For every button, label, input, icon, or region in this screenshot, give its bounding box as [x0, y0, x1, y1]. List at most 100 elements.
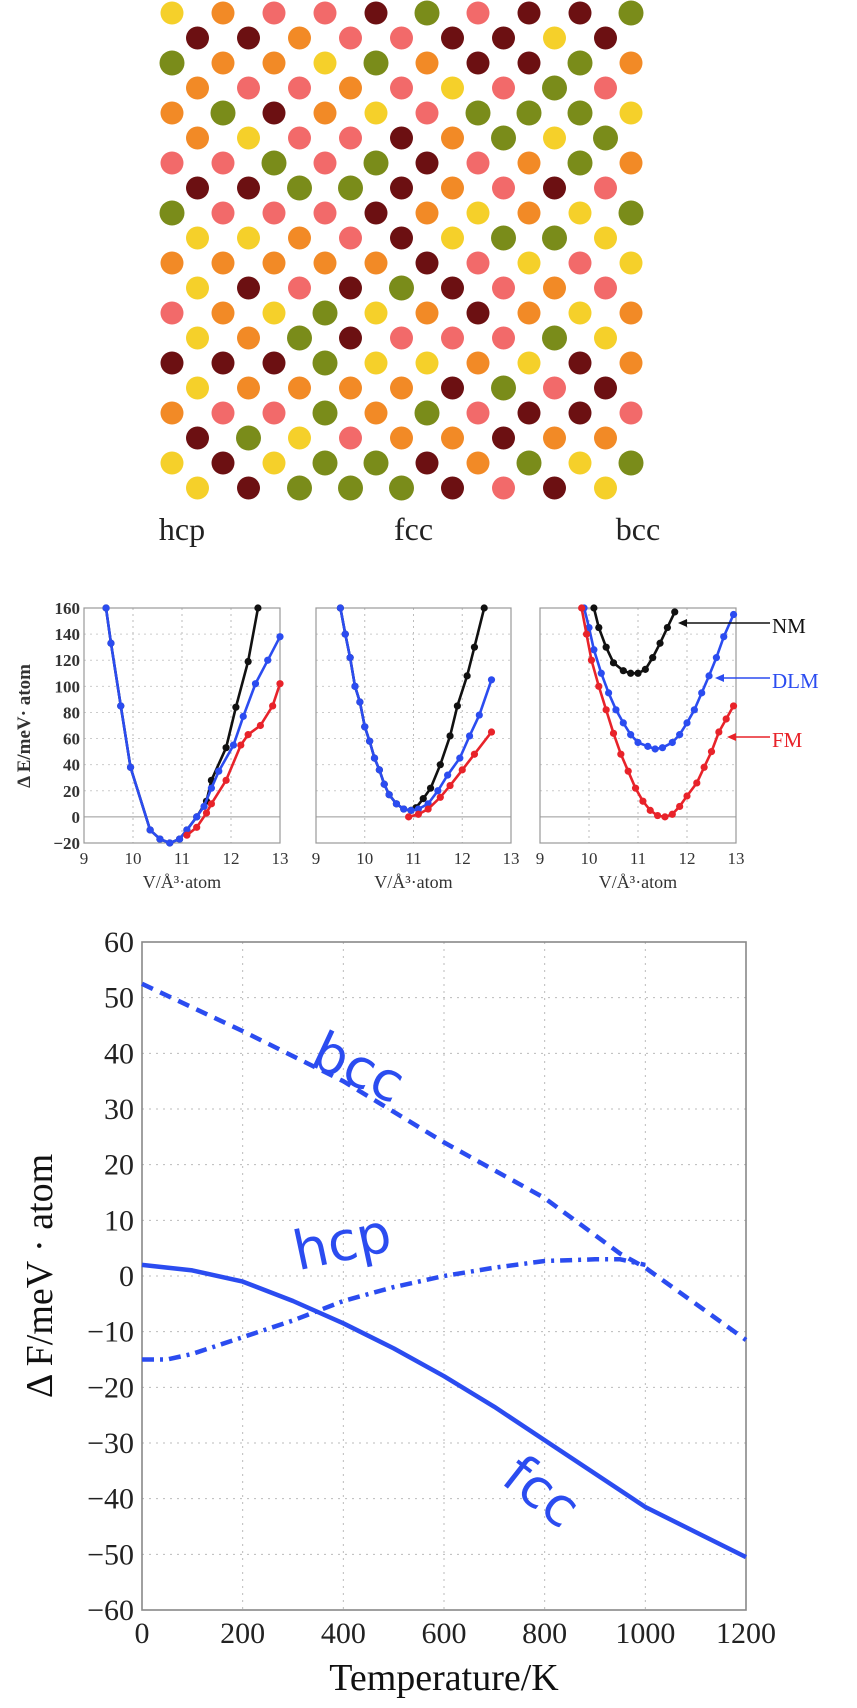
x-tick-label: 11 — [630, 849, 646, 868]
data-point — [619, 667, 627, 675]
x-tick-label: 10 — [356, 849, 373, 868]
data-point — [215, 767, 223, 775]
atom — [441, 326, 464, 350]
data-point — [346, 654, 354, 662]
atom — [237, 376, 260, 400]
atom — [160, 451, 184, 475]
data-point — [436, 793, 444, 801]
x-tick-label: 10 — [581, 849, 598, 868]
legend-label-NM: NM — [772, 614, 806, 638]
x-tick-label: 9 — [312, 849, 321, 868]
atom — [568, 301, 592, 325]
data-point — [712, 654, 721, 662]
atom — [517, 401, 541, 425]
data-point — [609, 659, 618, 667]
y-tick-label: −10 — [87, 1316, 134, 1349]
data-point — [634, 738, 642, 747]
atom — [288, 76, 311, 100]
data-point — [595, 682, 603, 690]
data-point — [668, 738, 676, 747]
y-tick-label: −60 — [87, 1594, 134, 1627]
atom — [339, 326, 362, 350]
data-point — [200, 802, 208, 811]
x-tick-label: 0 — [135, 1617, 150, 1650]
atom — [618, 450, 644, 476]
atom — [441, 176, 464, 200]
y-tick-label: 80 — [63, 703, 80, 722]
atom — [389, 275, 414, 301]
x-axis-label: Temperature/K — [329, 1657, 559, 1699]
atom — [567, 150, 593, 176]
data-point — [585, 623, 593, 632]
atom — [466, 201, 490, 225]
atom — [517, 251, 541, 275]
data-point — [351, 682, 359, 690]
atom — [543, 176, 566, 200]
y-tick-label: 50 — [104, 982, 134, 1015]
x-axis-label: V/Å³·atom — [374, 872, 452, 892]
panel-title: fcc — [394, 511, 433, 547]
data-point — [612, 706, 620, 714]
atom — [415, 151, 439, 175]
data-point — [361, 723, 369, 731]
data-point — [475, 711, 483, 719]
atom — [568, 1, 592, 25]
data-point — [639, 797, 647, 805]
atom — [262, 401, 286, 425]
data-point — [590, 646, 598, 654]
data-point — [244, 731, 252, 739]
x-axis-label: V/Å³·atom — [599, 872, 677, 892]
x-tick-label: 11 — [174, 849, 190, 868]
y-tick-label: 60 — [63, 730, 80, 749]
atom — [517, 301, 541, 325]
atom — [491, 225, 516, 251]
data-point — [578, 604, 586, 612]
atom — [237, 126, 260, 150]
data-point — [102, 604, 110, 612]
y-tick-label: 100 — [55, 677, 81, 696]
atom — [390, 76, 413, 100]
atom — [237, 326, 260, 350]
series-DLM — [102, 604, 284, 847]
data-point — [414, 805, 422, 813]
atom — [441, 276, 464, 300]
atom — [262, 251, 286, 275]
data-point — [590, 604, 598, 612]
data-point — [193, 813, 201, 821]
y-tick-label: 60 — [104, 926, 134, 959]
atom — [466, 1, 490, 25]
y-tick-label: 20 — [104, 1149, 134, 1182]
atom — [186, 326, 209, 350]
data-point — [690, 706, 698, 714]
legend-arrowhead — [727, 733, 736, 741]
data-point — [470, 750, 479, 758]
atom — [543, 476, 566, 500]
x-tick-label: 10 — [125, 849, 142, 868]
atom — [441, 26, 464, 50]
data-point — [480, 604, 488, 612]
atom — [237, 26, 260, 50]
data-point — [436, 761, 444, 769]
atom — [338, 475, 363, 501]
x-tick-label: 200 — [220, 1617, 265, 1650]
atom — [543, 276, 566, 300]
y-tick-label: 0 — [119, 1260, 134, 1293]
atom — [390, 126, 413, 150]
data-point — [470, 643, 479, 651]
atom — [288, 426, 311, 450]
data-point — [276, 680, 284, 688]
legend-label-FM: FM — [772, 728, 803, 752]
data-point — [646, 806, 654, 814]
x-tick-label: 13 — [728, 849, 745, 868]
atom — [339, 76, 362, 100]
data-point — [446, 732, 454, 740]
atom — [415, 201, 439, 225]
atom — [441, 226, 464, 250]
atom — [339, 276, 362, 300]
atom — [313, 151, 337, 175]
atom — [466, 151, 490, 175]
data-point — [582, 630, 591, 638]
atom — [211, 201, 235, 225]
data-point — [370, 754, 379, 762]
x-tick-label: 11 — [405, 849, 421, 868]
